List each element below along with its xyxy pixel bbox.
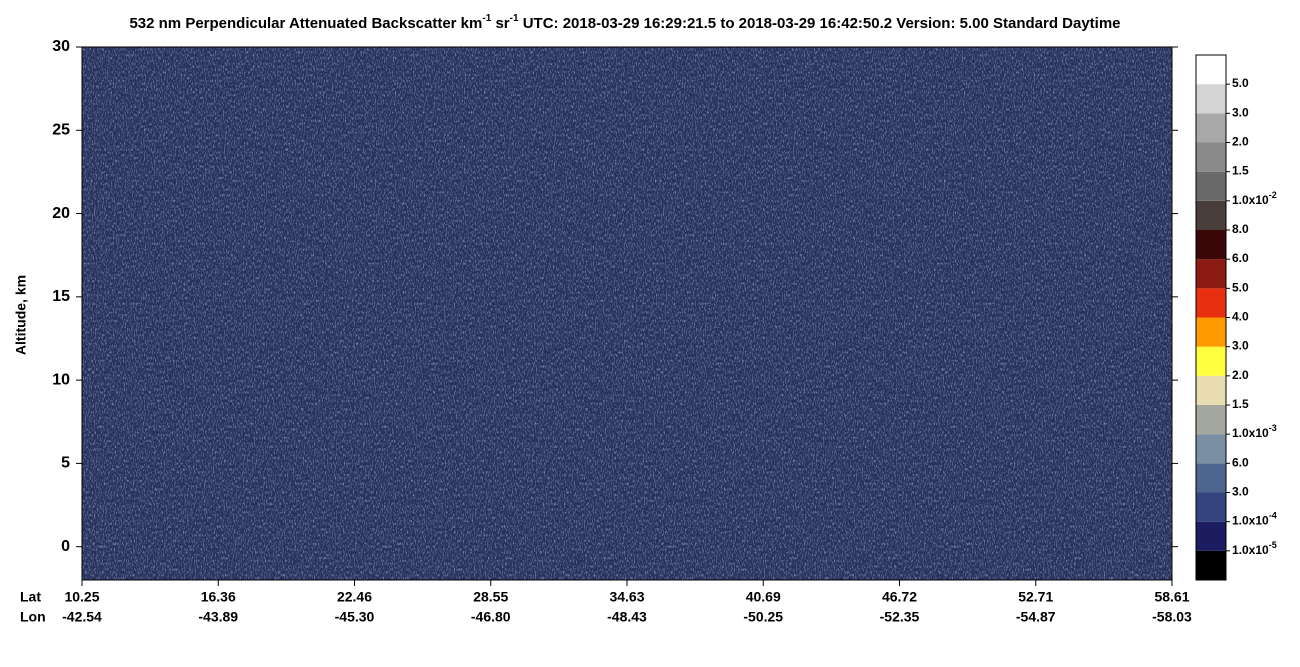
colorbar-swatch	[1196, 200, 1226, 230]
colorbar-tick-label: 2.0	[1232, 135, 1249, 149]
colorbar-label-text: 1.5	[1232, 397, 1249, 411]
colorbar-label-text: 5.0	[1232, 281, 1249, 295]
y-axis-label: Altitude, km	[13, 275, 29, 355]
colorbar-tick-label: 3.0	[1232, 339, 1249, 353]
colorbar-swatch	[1196, 550, 1226, 580]
colorbar-tick-label: 6.0	[1232, 251, 1249, 265]
colorbar-tick-label: 1.0x10-4	[1232, 511, 1277, 528]
x-row-label: Lon	[20, 609, 46, 625]
y-tick-label: 25	[52, 122, 70, 139]
colorbar-label-exponent: -3	[1269, 424, 1277, 434]
y-tick-label: 15	[52, 288, 70, 305]
x-tick-label: -43.89	[198, 609, 238, 625]
colorbar-swatch	[1196, 346, 1226, 376]
colorbar-swatch	[1196, 84, 1226, 114]
colorbar-swatch	[1196, 113, 1226, 143]
x-tick-label: 10.25	[64, 589, 99, 605]
colorbar-label-text: 6.0	[1232, 456, 1249, 470]
colorbar-swatch	[1196, 317, 1226, 347]
y-tick-label: 5	[61, 455, 70, 472]
x-tick-label: -52.35	[880, 609, 920, 625]
x-tick-label: 58.61	[1154, 589, 1189, 605]
colorbar-label-text: 1.0x10	[1232, 514, 1269, 528]
colorbar-swatch	[1196, 142, 1226, 172]
title-part: UTC: 2018-03-29 16:29:21.5 to 2018-03-29…	[519, 15, 1121, 32]
x-tick-label: -54.87	[1016, 609, 1056, 625]
colorbar-label-text: 3.0	[1232, 339, 1249, 353]
colorbar-swatch	[1196, 434, 1226, 464]
x-row-label: Lat	[20, 589, 41, 605]
colorbar-label-exponent: -2	[1269, 190, 1277, 200]
colorbar-label-text: 4.0	[1232, 310, 1249, 324]
colorbar-tick-label: 3.0	[1232, 106, 1249, 120]
y-tick-label: 20	[52, 205, 70, 222]
colorbar-label-text: 1.0x10	[1232, 426, 1269, 440]
colorbar-label-text: 6.0	[1232, 251, 1249, 265]
colorbar-label-text: 5.0	[1232, 76, 1249, 90]
colorbar-swatch	[1196, 463, 1226, 493]
y-tick-label: 0	[61, 538, 70, 555]
colorbar-tick-label: 2.0	[1232, 368, 1249, 382]
colorbar-label-text: 2.0	[1232, 135, 1249, 149]
chart-title: 532 nm Perpendicular Attenuated Backscat…	[129, 13, 1120, 32]
colorbar-tick-label: 5.0	[1232, 76, 1249, 90]
colorbar-label-text: 1.5	[1232, 164, 1249, 178]
colorbar-swatch	[1196, 171, 1226, 201]
colorbar-label-text: 3.0	[1232, 485, 1249, 499]
colorbar-label-exponent: -4	[1269, 511, 1277, 521]
x-tick-label: 52.71	[1018, 589, 1053, 605]
title-part: -1	[482, 13, 491, 24]
plot-texture	[82, 47, 1172, 580]
x-tick-label: -48.43	[607, 609, 647, 625]
colorbar-tick-label: 1.5	[1232, 164, 1249, 178]
colorbar-swatch	[1196, 492, 1226, 522]
colorbar-tick-label: 8.0	[1232, 222, 1249, 236]
colorbar-label-text: 1.0x10	[1232, 193, 1269, 207]
x-tick-label: -42.54	[62, 609, 102, 625]
colorbar-swatch	[1196, 55, 1226, 85]
x-tick-label: -58.03	[1152, 609, 1192, 625]
x-tick-label: 22.46	[337, 589, 372, 605]
colorbar-swatch	[1196, 259, 1226, 289]
colorbar-tick-label: 3.0	[1232, 485, 1249, 499]
colorbar-swatch	[1196, 230, 1226, 260]
colorbar-tick-label: 1.0x10-3	[1232, 424, 1277, 441]
title-part: sr	[491, 15, 510, 32]
colorbar-label-text: 1.0x10	[1232, 543, 1269, 557]
title-part: -1	[510, 13, 519, 24]
colorbar-label-text: 8.0	[1232, 222, 1249, 236]
colorbar-label-exponent: -5	[1269, 540, 1277, 550]
colorbar-label-text: 3.0	[1232, 106, 1249, 120]
x-tick-label: -50.25	[743, 609, 783, 625]
x-tick-label: -45.30	[335, 609, 375, 625]
colorbar-tick-label: 1.0x10-5	[1232, 540, 1277, 557]
x-tick-label: 16.36	[201, 589, 236, 605]
colorbar-tick-label: 1.5	[1232, 397, 1249, 411]
colorbar-swatch	[1196, 375, 1226, 405]
y-tick-label: 30	[52, 38, 70, 55]
colorbar-swatch	[1196, 288, 1226, 318]
y-tick-label: 10	[52, 371, 70, 388]
title-part: 532 nm Perpendicular Attenuated Backscat…	[129, 15, 482, 32]
colorbar-swatch	[1196, 521, 1226, 551]
x-tick-label: -46.80	[471, 609, 511, 625]
x-tick-label: 34.63	[609, 589, 644, 605]
colorbar-tick-label: 5.0	[1232, 281, 1249, 295]
colorbar-tick-label: 1.0x10-2	[1232, 190, 1277, 207]
x-tick-label: 40.69	[746, 589, 781, 605]
colorbar-swatch	[1196, 405, 1226, 435]
colorbar-label-text: 2.0	[1232, 368, 1249, 382]
colorbar-tick-label: 6.0	[1232, 456, 1249, 470]
colorbar-tick-label: 4.0	[1232, 310, 1249, 324]
x-tick-label: 28.55	[473, 589, 508, 605]
x-tick-label: 46.72	[882, 589, 917, 605]
